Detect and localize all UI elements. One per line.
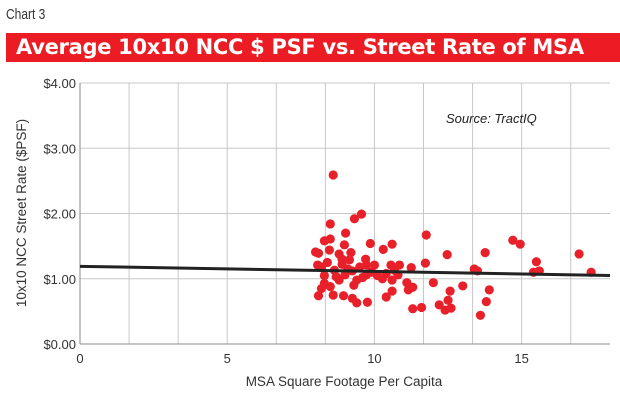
data-point	[408, 304, 418, 314]
data-point	[574, 249, 584, 259]
grid	[79, 82, 610, 345]
data-point	[387, 239, 397, 249]
y-tick-label: $3.00	[43, 141, 76, 156]
data-point	[372, 270, 382, 281]
trendline	[79, 264, 611, 277]
x-tick-label: 0	[76, 351, 83, 366]
data-point	[355, 262, 365, 272]
data-point	[361, 254, 371, 264]
data-point	[531, 257, 541, 267]
data-point	[313, 291, 324, 301]
source-annotation: Source: TractIQ	[446, 111, 537, 126]
x-axis-label: MSA Square Footage Per Capita	[246, 374, 443, 389]
data-point	[458, 281, 468, 291]
data-point	[337, 254, 347, 264]
data-point	[325, 281, 335, 292]
data-point	[339, 240, 350, 250]
data-point	[338, 291, 349, 301]
data-point	[369, 260, 380, 270]
y-axis-label: 10x10 NCC Street Rate ($PSF)	[14, 119, 29, 307]
data-point	[344, 255, 355, 265]
data-point	[381, 292, 391, 302]
data-point	[352, 298, 362, 308]
y-tick-label: $0.00	[43, 337, 76, 352]
data-point	[352, 275, 362, 285]
data-point	[443, 295, 453, 305]
data-point	[356, 209, 367, 219]
y-tick-label: $2.00	[43, 207, 76, 222]
data-point	[428, 278, 438, 288]
y-tick-label: $1.00	[43, 272, 76, 287]
data-point	[325, 234, 335, 244]
data-point	[387, 275, 397, 285]
data-point	[365, 238, 375, 249]
chart-title-bar: Average 10x10 NCC $ PSF vs. Street Rate …	[6, 33, 620, 62]
data-point	[378, 244, 388, 254]
data-point	[328, 170, 338, 180]
data-point	[331, 272, 341, 282]
data-point	[406, 263, 416, 273]
data-point	[319, 270, 329, 281]
x-tick-label: 5	[224, 351, 231, 366]
data-point	[445, 286, 455, 296]
data-point	[394, 260, 405, 270]
data-point	[325, 219, 335, 229]
data-point	[310, 247, 321, 257]
data-point	[328, 290, 338, 300]
data-point	[362, 297, 372, 307]
data-point	[402, 278, 412, 288]
data-point	[387, 286, 397, 296]
chart-number-label: Chart 3	[6, 6, 46, 23]
data-point	[515, 239, 525, 249]
chart-title: Average 10x10 NCC $ PSF vs. Street Rate …	[16, 35, 584, 59]
points	[310, 170, 596, 320]
data-point	[421, 230, 431, 240]
data-point	[508, 235, 518, 245]
y-tick-label: $4.00	[43, 76, 76, 91]
data-point	[442, 250, 452, 260]
data-point	[324, 245, 334, 255]
data-point	[446, 303, 456, 313]
data-point	[340, 270, 350, 280]
data-point	[434, 300, 444, 310]
data-point	[480, 248, 490, 258]
data-point	[316, 283, 327, 294]
data-point	[346, 248, 356, 258]
data-point	[349, 214, 360, 224]
tick-labels: 0 5 10 15 $0.00 $1.00 $2.00 $3.00 $4.00	[43, 76, 528, 366]
data-point	[322, 257, 332, 268]
data-point	[484, 285, 494, 295]
x-tick-label: 10	[367, 351, 381, 366]
data-point	[481, 296, 491, 307]
data-point	[475, 310, 486, 320]
data-point	[340, 228, 351, 238]
x-tick-label: 15	[514, 351, 528, 366]
data-point	[420, 258, 430, 268]
data-point	[416, 302, 427, 313]
